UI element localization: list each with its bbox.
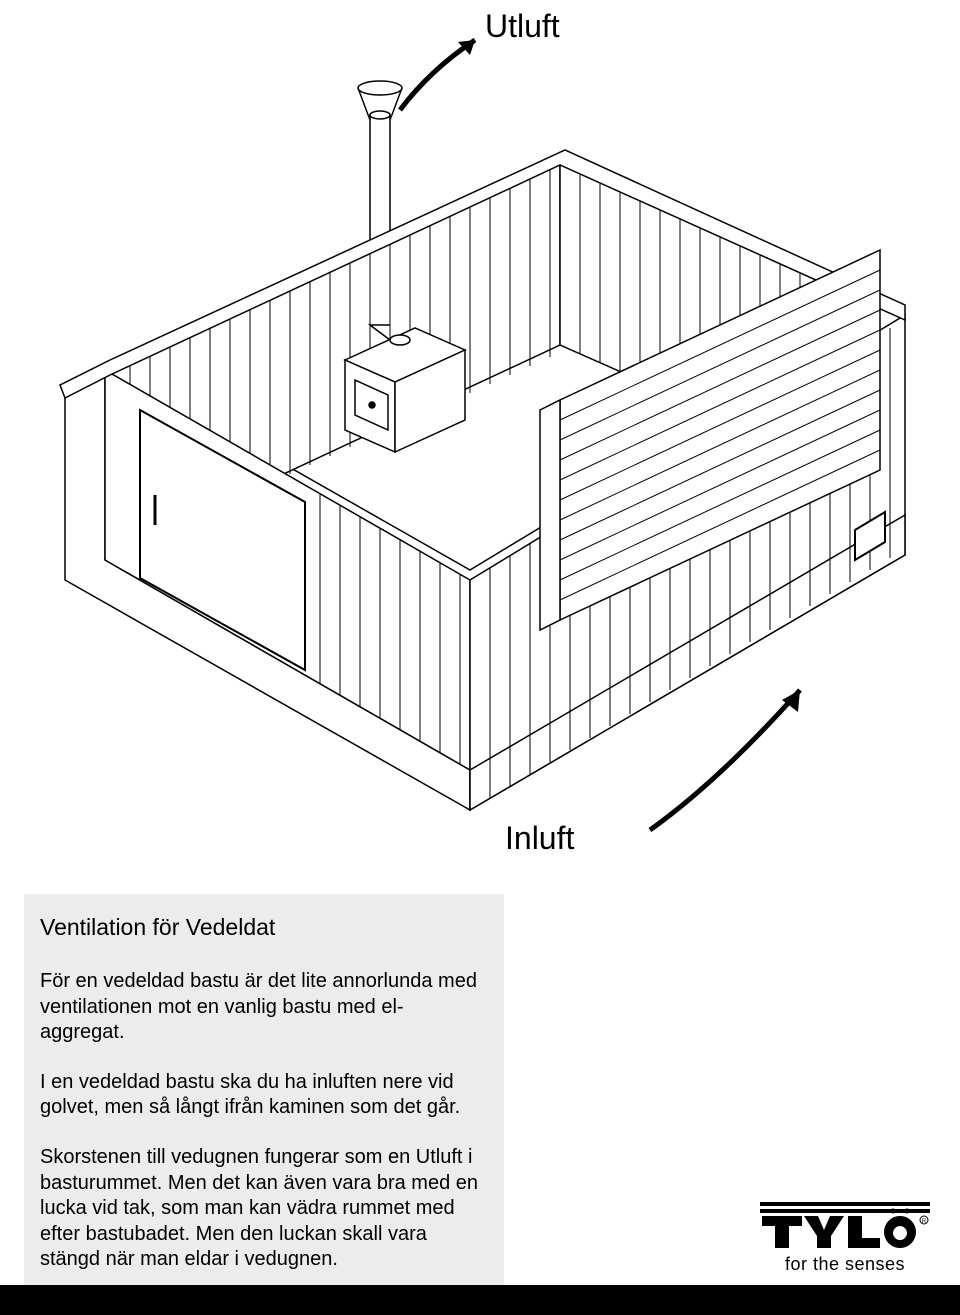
svg-text:R: R <box>922 1219 927 1225</box>
diagram-area: Utluft Inluft <box>0 0 960 870</box>
tylo-logo-icon: R <box>760 1202 930 1250</box>
text-paragraph-3: Skorstenen till vedugnen fungerar som en… <box>40 1145 488 1273</box>
text-paragraph-2: I en vedeldad bastu ska du ha inluften n… <box>40 1070 488 1121</box>
sauna-diagram <box>0 0 960 870</box>
arrow-inluft <box>650 690 800 830</box>
label-inluft: Inluft <box>505 820 574 857</box>
arrow-utluft <box>400 40 475 110</box>
brand-logo: R for the senses <box>760 1202 930 1275</box>
label-utluft: Utluft <box>485 8 560 45</box>
text-paragraph-1: För en vedeldad bastu är det lite annorl… <box>40 969 488 1046</box>
logo-tagline: for the senses <box>760 1254 930 1275</box>
ventilation-text-block: Ventilation för Vedeldat För en vedeldad… <box>24 894 504 1297</box>
text-heading: Ventilation för Vedeldat <box>40 914 488 941</box>
footer-bar <box>0 1285 960 1315</box>
